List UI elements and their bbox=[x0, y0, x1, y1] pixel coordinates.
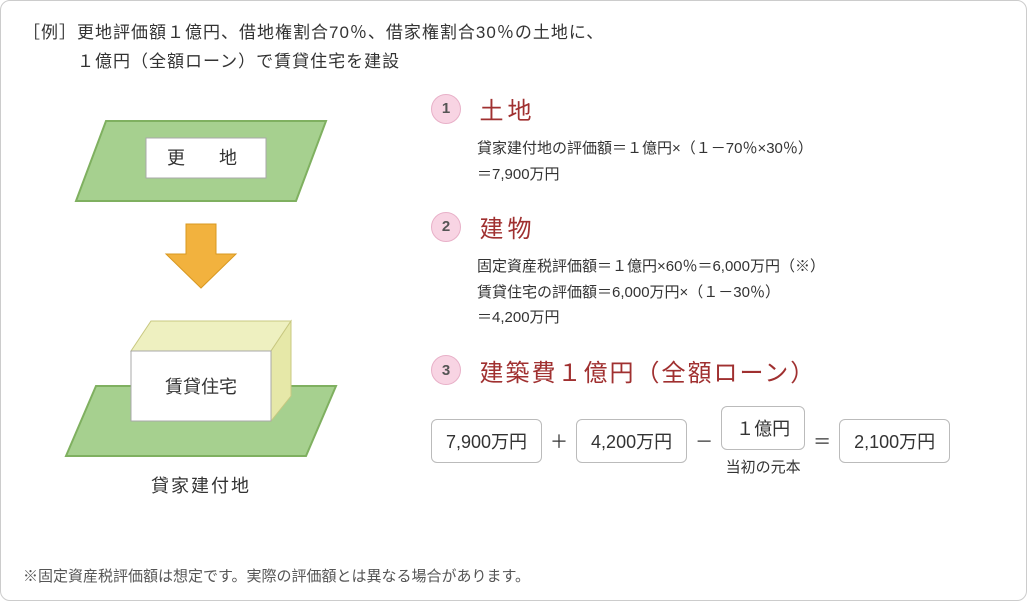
header-line-1: ［例］更地評価額１億円、借地権割合70％、借家権割合30％の土地に、 bbox=[23, 19, 1004, 48]
calc-box-b: 4,200万円 bbox=[576, 419, 687, 463]
calc-op-equals: ＝ bbox=[813, 428, 831, 454]
section-3-title: 建築費１億円（全額ローン） bbox=[479, 360, 816, 387]
rental-house-diagram: 賃貸住宅 bbox=[41, 296, 361, 466]
section-1-title: 土地 bbox=[479, 98, 535, 125]
example-header: ［例］更地評価額１億円、借地権割合70％、借家権割合30％の土地に、 １億円（全… bbox=[23, 19, 1004, 77]
badge-2: 2 bbox=[431, 212, 461, 242]
calc-box-a: 7,900万円 bbox=[431, 419, 542, 463]
section-1-body: 貸家建付地の評価額＝１億円×（１－70％×30％） ＝7,900万円 bbox=[477, 136, 1001, 187]
rental-house-label: 賃貸住宅 bbox=[165, 377, 237, 397]
example-panel: ［例］更地評価額１億円、借地権割合70％、借家権割合30％の土地に、 １億円（全… bbox=[0, 0, 1027, 601]
footnote: ※固定資産税評価額は想定です。実際の評価額とは異なる場合があります。 bbox=[23, 565, 530, 586]
section-1-line-1: 貸家建付地の評価額＝１億円×（１－70％×30％） bbox=[477, 136, 1001, 162]
left-diagram-column: 更 地 賃貸住宅 貸家建付地 bbox=[31, 106, 371, 498]
vacant-land-label: 更 地 bbox=[167, 148, 245, 168]
right-text-column: 1 土地 貸家建付地の評価額＝１億円×（１－70％×30％） ＝7,900万円 … bbox=[431, 91, 1001, 477]
calculation-row: 7,900万円 ＋ 4,200万円 － １億円 当初の元本 ＝ 2,100万円 bbox=[431, 406, 1001, 477]
calc-sub-label: 当初の元本 bbox=[726, 456, 801, 477]
section-2: 2 建物 固定資産税評価額＝１億円×60％＝6,000万円（※） 賃貸住宅の評価… bbox=[431, 209, 1001, 331]
section-2-line-1: 固定資産税評価額＝１億円×60％＝6,000万円（※） bbox=[477, 254, 1001, 280]
badge-3: 3 bbox=[431, 355, 461, 385]
section-2-body: 固定資産税評価額＝１億円×60％＝6,000万円（※） 賃貸住宅の評価額＝6,0… bbox=[477, 254, 1001, 331]
section-1: 1 土地 貸家建付地の評価額＝１億円×（１－70％×30％） ＝7,900万円 bbox=[431, 91, 1001, 187]
calc-box-c: １億円 bbox=[721, 406, 805, 450]
header-line-2: １億円（全額ローン）で賃貸住宅を建設 bbox=[23, 48, 1004, 77]
section-2-line-3: ＝4,200万円 bbox=[477, 305, 1001, 331]
leased-land-label: 貸家建付地 bbox=[31, 472, 371, 498]
badge-1: 1 bbox=[431, 94, 461, 124]
calc-op-minus: － bbox=[695, 428, 713, 454]
vacant-land-diagram: 更 地 bbox=[51, 106, 351, 216]
section-3: 3 建築費１億円（全額ローン） bbox=[431, 353, 1001, 388]
section-2-title: 建物 bbox=[479, 216, 535, 243]
section-2-line-2: 賃貸住宅の評価額＝6,000万円×（１－30％） bbox=[477, 280, 1001, 306]
calc-box-d: 2,100万円 bbox=[839, 419, 950, 463]
arrow-down-icon bbox=[156, 216, 246, 296]
calc-op-plus: ＋ bbox=[550, 428, 568, 454]
section-1-line-2: ＝7,900万円 bbox=[477, 162, 1001, 188]
